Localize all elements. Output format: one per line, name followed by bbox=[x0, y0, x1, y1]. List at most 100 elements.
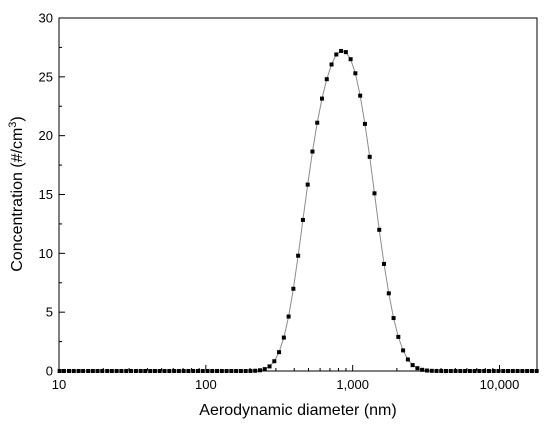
data-point bbox=[224, 369, 229, 373]
data-point bbox=[162, 369, 167, 373]
data-point bbox=[95, 369, 100, 373]
data-point bbox=[205, 369, 210, 373]
data-point bbox=[253, 368, 258, 373]
data-point bbox=[372, 191, 377, 196]
data-point bbox=[367, 154, 372, 159]
data-point bbox=[353, 71, 358, 76]
data-point bbox=[448, 369, 453, 373]
data-point bbox=[424, 368, 429, 373]
data-point bbox=[272, 359, 277, 364]
data-point bbox=[324, 77, 329, 82]
data-point bbox=[291, 286, 296, 291]
data-point bbox=[90, 369, 95, 373]
y-tick-label: 5 bbox=[46, 305, 53, 320]
data-point bbox=[410, 363, 415, 368]
y-axis-label-end: ) bbox=[9, 116, 26, 121]
data-point bbox=[109, 369, 114, 373]
data-point bbox=[61, 369, 66, 373]
data-point bbox=[238, 369, 243, 373]
y-tick-label: 20 bbox=[39, 128, 53, 143]
y-axis-label-superscript: 3 bbox=[7, 122, 19, 128]
data-point bbox=[305, 182, 310, 187]
data-point bbox=[57, 369, 62, 373]
data-point bbox=[296, 253, 301, 258]
data-point bbox=[329, 62, 334, 67]
data-point bbox=[243, 369, 248, 373]
data-point bbox=[262, 367, 267, 372]
data-point bbox=[215, 369, 220, 373]
data-point bbox=[315, 120, 320, 125]
data-point bbox=[281, 335, 286, 340]
data-point bbox=[429, 368, 434, 373]
data-point bbox=[81, 369, 86, 373]
x-tick-label: 10,000 bbox=[480, 377, 520, 392]
data-point bbox=[200, 369, 205, 373]
data-point bbox=[472, 369, 477, 373]
data-point bbox=[176, 369, 181, 373]
data-point bbox=[300, 217, 305, 222]
data-point bbox=[362, 121, 367, 126]
series-line bbox=[59, 50, 537, 372]
data-point bbox=[339, 48, 344, 53]
data-point bbox=[453, 369, 458, 373]
data-point bbox=[467, 369, 472, 373]
x-ticks: 10 100 1,000 10,000 bbox=[52, 365, 520, 392]
data-point bbox=[506, 369, 511, 373]
data-point bbox=[234, 369, 239, 373]
data-point bbox=[515, 369, 520, 373]
data-point bbox=[348, 57, 353, 62]
data-point bbox=[343, 50, 348, 55]
data-point bbox=[157, 369, 162, 373]
data-point bbox=[486, 369, 491, 373]
data-point bbox=[186, 369, 191, 373]
data-point bbox=[529, 369, 534, 373]
data-point bbox=[496, 369, 501, 373]
data-point bbox=[100, 369, 105, 373]
data-point bbox=[401, 348, 406, 353]
data-point bbox=[181, 369, 186, 373]
data-point bbox=[152, 369, 157, 373]
data-point bbox=[525, 369, 530, 373]
data-point bbox=[501, 369, 506, 373]
data-point bbox=[415, 366, 420, 371]
data-point bbox=[248, 368, 253, 373]
data-point bbox=[510, 369, 515, 373]
data-point bbox=[114, 369, 119, 373]
data-point bbox=[148, 369, 153, 373]
x-axis-label: Aerodynamic diameter (nm) bbox=[199, 402, 396, 419]
data-point bbox=[71, 369, 76, 373]
data-point bbox=[444, 369, 449, 373]
y-tick-label: 25 bbox=[39, 69, 53, 84]
data-point bbox=[143, 369, 148, 373]
series-group bbox=[57, 48, 539, 373]
data-point bbox=[258, 368, 262, 373]
x-tick-label: 100 bbox=[195, 377, 217, 392]
data-point bbox=[334, 52, 339, 57]
data-point bbox=[382, 261, 387, 266]
data-point bbox=[482, 369, 487, 373]
data-point bbox=[377, 227, 382, 232]
y-tick-label: 10 bbox=[39, 246, 53, 261]
data-point bbox=[391, 316, 396, 321]
data-point bbox=[320, 96, 324, 101]
data-point bbox=[477, 369, 482, 373]
data-point bbox=[358, 93, 363, 98]
x-tick-label: 10 bbox=[52, 377, 66, 392]
data-point bbox=[195, 369, 200, 373]
data-point bbox=[67, 369, 72, 373]
data-point bbox=[167, 369, 172, 373]
y-tick-label: 0 bbox=[46, 364, 53, 379]
data-point bbox=[229, 369, 234, 373]
data-point bbox=[128, 369, 133, 373]
y-axis-label-main: Concentration (#/cm bbox=[9, 128, 26, 272]
data-point bbox=[267, 364, 272, 369]
data-point bbox=[310, 149, 315, 154]
data-point bbox=[534, 369, 539, 373]
data-point bbox=[386, 291, 391, 296]
y-ticks: 0 5 10 15 20 25 30 bbox=[39, 11, 65, 379]
plot-frame bbox=[58, 17, 538, 372]
y-tick-label: 30 bbox=[39, 11, 53, 26]
data-point bbox=[434, 368, 439, 373]
data-point bbox=[119, 369, 124, 373]
